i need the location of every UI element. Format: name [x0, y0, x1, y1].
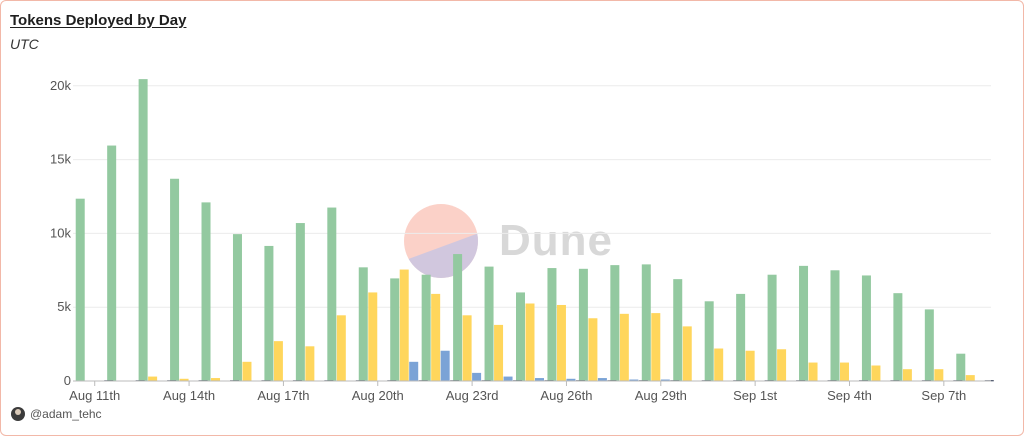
- bar[interactable]: [619, 313, 629, 381]
- bar[interactable]: [924, 309, 934, 381]
- chart-subtitle: UTC: [10, 36, 39, 52]
- bar[interactable]: [75, 198, 85, 381]
- bar[interactable]: [745, 350, 755, 381]
- bar[interactable]: [516, 292, 525, 381]
- bar[interactable]: [211, 378, 221, 381]
- bar[interactable]: [431, 293, 441, 381]
- x-tick-label: Aug 20th: [352, 388, 404, 403]
- bar[interactable]: [242, 361, 252, 381]
- bar[interactable]: [597, 378, 607, 381]
- bar[interactable]: [399, 269, 409, 381]
- x-tick-label: Aug 11th: [69, 388, 120, 403]
- bar[interactable]: [839, 362, 849, 381]
- bar[interactable]: [566, 378, 576, 381]
- bar[interactable]: [148, 376, 158, 381]
- bar[interactable]: [578, 268, 588, 381]
- bar[interactable]: [232, 234, 242, 381]
- bar[interactable]: [736, 293, 746, 381]
- bar[interactable]: [409, 361, 419, 381]
- bar[interactable]: [535, 378, 544, 381]
- y-tick-label: 10k: [50, 225, 71, 240]
- bar[interactable]: [641, 264, 651, 381]
- bar[interactable]: [421, 274, 431, 381]
- bar[interactable]: [390, 278, 400, 381]
- bar[interactable]: [472, 372, 482, 381]
- bar[interactable]: [273, 341, 283, 381]
- bar[interactable]: [673, 279, 683, 381]
- bar[interactable]: [767, 274, 777, 381]
- bar[interactable]: [651, 313, 661, 381]
- bar[interactable]: [107, 145, 117, 381]
- bar[interactable]: [714, 348, 724, 381]
- x-tick-label: Aug 14th: [163, 388, 215, 403]
- bar[interactable]: [777, 349, 787, 381]
- author-handle[interactable]: @adam_tehc: [30, 407, 102, 421]
- bar[interactable]: [830, 270, 840, 381]
- bar[interactable]: [525, 303, 535, 382]
- bar[interactable]: [799, 265, 809, 381]
- bar[interactable]: [462, 315, 472, 381]
- bar[interactable]: [808, 362, 818, 381]
- bar[interactable]: [138, 79, 148, 382]
- bar[interactable]: [934, 369, 944, 381]
- bar[interactable]: [610, 265, 620, 381]
- bar[interactable]: [358, 267, 368, 381]
- avatar-icon[interactable]: [11, 407, 25, 421]
- chart-title[interactable]: Tokens Deployed by Day: [10, 12, 187, 29]
- bar[interactable]: [588, 318, 598, 381]
- bar[interactable]: [547, 268, 557, 381]
- bar[interactable]: [179, 378, 189, 381]
- bar[interactable]: [327, 207, 337, 381]
- y-tick-label: 20k: [50, 78, 71, 93]
- bar[interactable]: [453, 254, 463, 381]
- bar[interactable]: [556, 304, 566, 381]
- bar[interactable]: [440, 350, 450, 381]
- x-tick-label: Aug 29th: [635, 388, 687, 403]
- bar[interactable]: [660, 379, 670, 381]
- x-tick-label: Sep 7th: [921, 388, 966, 403]
- bar[interactable]: [893, 293, 903, 381]
- bar[interactable]: [484, 266, 494, 381]
- x-tick-label: Aug 26th: [540, 388, 592, 403]
- x-tick-label: Aug 23rd: [446, 388, 499, 403]
- bar[interactable]: [629, 379, 639, 381]
- bar[interactable]: [902, 369, 912, 381]
- bar[interactable]: [965, 375, 975, 381]
- bar[interactable]: [494, 324, 504, 381]
- bar[interactable]: [368, 292, 378, 381]
- y-tick-label: 5k: [57, 299, 71, 314]
- bar[interactable]: [871, 365, 881, 382]
- bar[interactable]: [956, 353, 966, 381]
- bar[interactable]: [170, 178, 180, 381]
- chart-footer: @adam_tehc: [11, 407, 102, 421]
- x-tick-label: Aug 17th: [257, 388, 309, 403]
- bar[interactable]: [503, 376, 513, 381]
- bar[interactable]: [295, 223, 305, 381]
- bar[interactable]: [264, 245, 274, 381]
- bar[interactable]: [201, 202, 211, 381]
- bar[interactable]: [336, 315, 346, 381]
- bar[interactable]: [704, 301, 714, 381]
- y-tick-label: 0: [64, 373, 71, 388]
- bar[interactable]: [682, 326, 692, 381]
- x-tick-label: Sep 1st: [733, 388, 777, 403]
- y-tick-label: 15k: [50, 152, 71, 167]
- bar[interactable]: [861, 275, 871, 381]
- x-tick-label: Sep 4th: [827, 388, 872, 403]
- bar[interactable]: [305, 346, 315, 381]
